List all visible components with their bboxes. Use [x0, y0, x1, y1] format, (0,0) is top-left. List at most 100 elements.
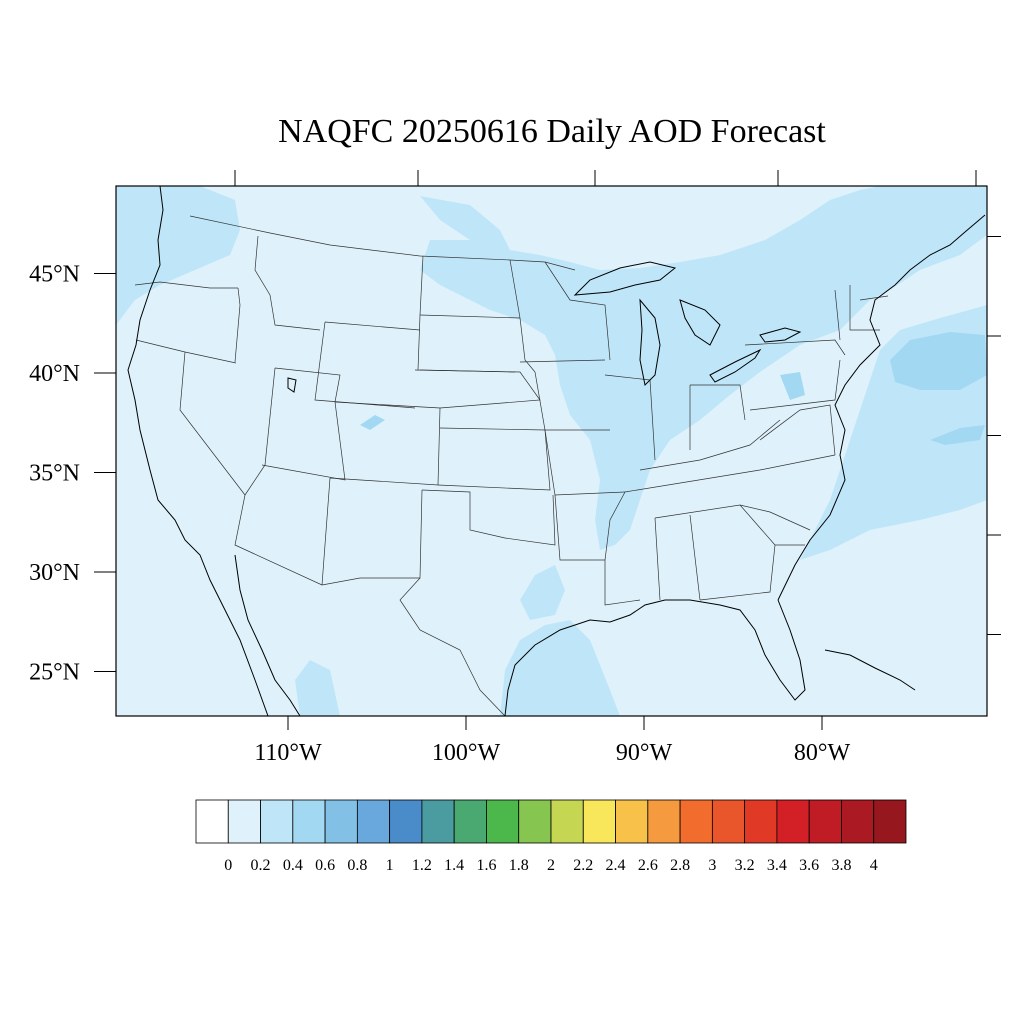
lon-label: 80°W: [794, 740, 851, 766]
colorbar-label: 3.2: [735, 857, 755, 874]
tennessee-carolina-borders: [624, 454, 836, 531]
colorbar-label: 4: [870, 857, 878, 874]
lon-label: 100°W: [432, 740, 501, 766]
map-area: [116, 186, 987, 716]
nevada-borders: [179, 351, 276, 496]
aod-band-ocean-east: [930, 425, 985, 445]
aod-contour-0.4-0.6: [360, 332, 987, 445]
colorbar-box: [324, 799, 358, 844]
colorbar-labels: 0 0.2 0.4 0.6 0.8 1 1.2 1.4 1.6 1.8 2 2.2 2.4 2.6 2.8 3…: [224, 857, 877, 874]
colorbar-label: 1.8: [509, 857, 529, 874]
colorbar-box: [744, 799, 778, 844]
state-boundaries: [134, 215, 889, 716]
virginia-borders: [759, 404, 836, 456]
colorbar-box: [389, 799, 423, 844]
lat-label: 45°N: [29, 262, 80, 288]
aod-band-pacific-nw: [116, 186, 240, 325]
longitude-labels: 110°W 100°W 90°W 80°W: [254, 740, 850, 766]
colorbar-label: 1.4: [444, 857, 464, 874]
colorado-borders: [329, 401, 441, 486]
colorbar: [195, 799, 907, 844]
colorbar-box: [841, 799, 875, 844]
colorbar-box: [776, 799, 810, 844]
lon-label: 90°W: [616, 740, 673, 766]
pacific-coastline: [127, 186, 269, 716]
lake-ontario: [759, 327, 802, 343]
aod-band-atlantic-high: [890, 332, 987, 390]
washington-oregon-border: [134, 281, 238, 289]
colorbar-label: 2: [547, 857, 555, 874]
colorbar-label: 0.6: [315, 857, 335, 874]
colorbar-box: [615, 799, 649, 844]
colorbar-box: [421, 799, 455, 844]
colorbar-label: 3.4: [767, 857, 787, 874]
colorbar-label: 2.4: [606, 857, 626, 874]
baja-gulf-coast: [234, 554, 301, 716]
idaho-montana-border: [254, 235, 321, 331]
gulf-coastline: [504, 599, 806, 716]
lat-label: 35°N: [29, 461, 80, 487]
colorbar-label: 0.4: [283, 857, 303, 874]
colorbar-box: [647, 799, 681, 844]
coastlines: [127, 186, 986, 716]
aod-band-great-lakes: [420, 186, 987, 550]
pennsylvania-ny-borders: [744, 339, 846, 411]
colorbar-box: [679, 799, 713, 844]
colorbar-label: 0.2: [251, 857, 271, 874]
atlantic-coastline: [777, 214, 986, 601]
kansas-nebraska-borders: [414, 369, 551, 491]
ohio-kentucky-borders: [639, 384, 781, 471]
colorbar-box: [227, 799, 261, 844]
aod-band-mexico: [295, 660, 340, 716]
aod-band-texas: [520, 565, 565, 620]
colorbar-box: [582, 799, 616, 844]
lake-erie: [709, 348, 762, 383]
frame-ticks: [94, 170, 1001, 730]
new-england-borders: [834, 285, 889, 341]
lon-label: 110°W: [254, 740, 322, 766]
colorbar-box: [356, 799, 391, 844]
aod-band-colorado: [360, 415, 385, 430]
colorbar-label: 1.2: [412, 857, 432, 874]
colorbar-box: [873, 799, 907, 844]
minnesota-wisconsin-border: [544, 261, 611, 361]
colorbar-label: 1.6: [476, 857, 496, 874]
oklahoma-texas-borders: [399, 489, 556, 716]
oregon-idaho-border: [234, 287, 241, 363]
great-salt-lake: [287, 377, 297, 393]
colorbar-label: 0: [224, 857, 232, 874]
aod-band-ohio-valley: [780, 372, 805, 400]
lat-label: 40°N: [29, 361, 80, 387]
cuba-coast: [824, 649, 916, 691]
mississippi-alabama-borders: [604, 491, 701, 601]
lake-michigan: [639, 298, 661, 387]
lake-superior: [573, 261, 677, 296]
lake-huron: [679, 299, 721, 346]
colorbar-box: [550, 799, 584, 844]
wyoming-borders: [314, 321, 421, 409]
map-title: NAQFC 20250616 Daily AOD Forecast: [278, 113, 826, 150]
colorbar-label: 2.2: [573, 857, 593, 874]
map-frame: [115, 185, 988, 717]
colorbar-box: [292, 799, 326, 844]
colorbar-box: [195, 799, 229, 844]
latitude-labels: 45°N 40°N 35°N 30°N 25°N: [29, 262, 80, 686]
colorbar-label: 2.6: [638, 857, 658, 874]
colorbar-box: [711, 799, 746, 844]
colorbar-label: 1: [386, 857, 394, 874]
colorbar-box: [260, 799, 294, 844]
colorbar-label: 3.8: [831, 857, 851, 874]
lat-label: 25°N: [29, 660, 80, 686]
colorbar-label: 3: [708, 857, 716, 874]
colorbar-box: [808, 799, 842, 844]
colorbar-box: [453, 799, 487, 844]
colorbar-label: 0.8: [347, 857, 367, 874]
colorbar-box: [518, 799, 552, 844]
arizona-new-mexico-border: [234, 477, 423, 586]
colorbar-box: [486, 799, 520, 844]
aod-band-gulf: [500, 620, 620, 716]
colorbar-label: 3.6: [799, 857, 819, 874]
georgia-florida-borders: [699, 504, 805, 601]
